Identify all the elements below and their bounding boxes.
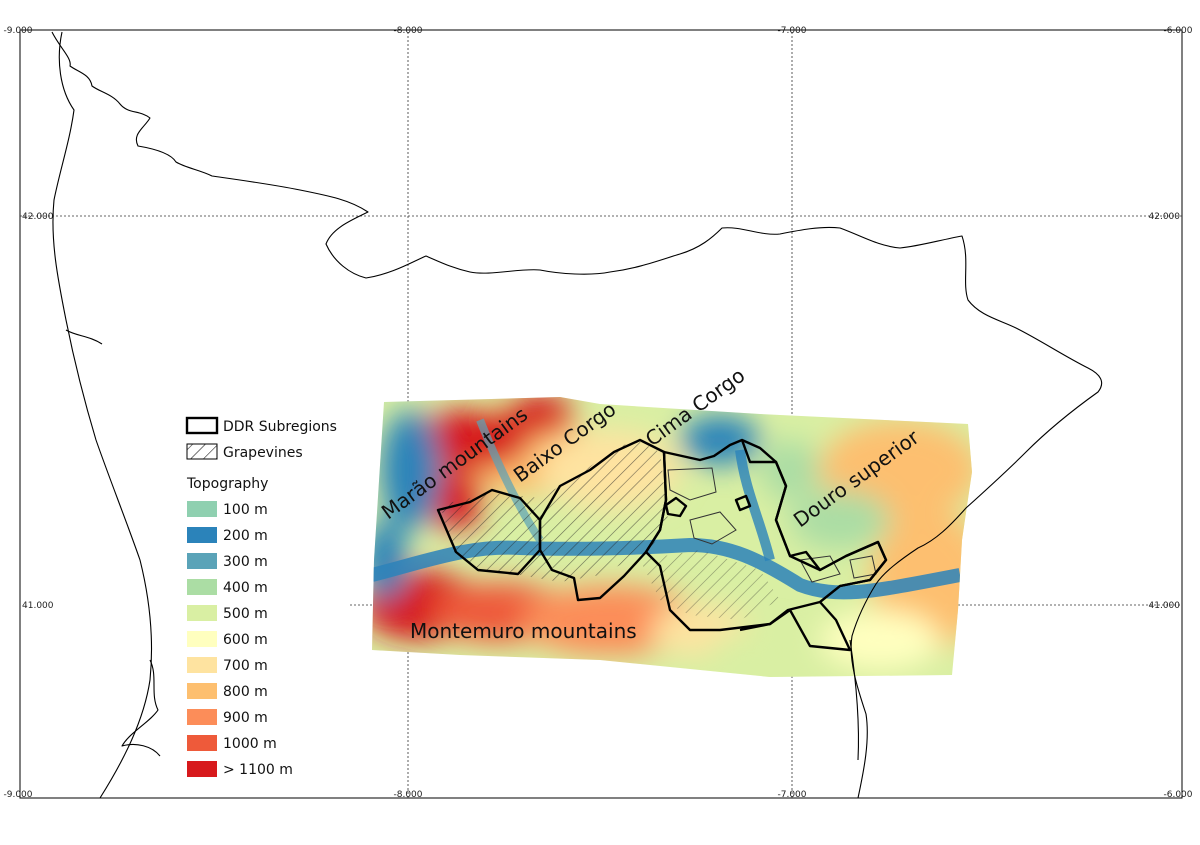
legend-topography-title: Topography xyxy=(186,476,268,492)
legend-class-swatch xyxy=(187,501,217,517)
legend-subregions-swatch xyxy=(185,416,219,435)
legend-class-label: 300 m xyxy=(223,554,268,570)
legend-class-label: 1000 m xyxy=(223,736,277,752)
subregion-inner-loop xyxy=(664,496,688,518)
legend-grapevines-swatch xyxy=(186,443,218,460)
legend-subregions-label: DDR Subregions xyxy=(223,419,337,435)
estuary-north xyxy=(65,329,103,345)
legend-class-label: 900 m xyxy=(223,710,268,726)
tick-bottom-4: -6.000 xyxy=(1163,790,1192,800)
map-legend: DDR Subregions Grapevines Topography 100… xyxy=(185,416,337,778)
tick-top-2: -8.000 xyxy=(393,26,422,36)
legend-class-label: 600 m xyxy=(223,632,268,648)
legend-class-label: 800 m xyxy=(223,684,268,700)
legend-class-swatch xyxy=(187,579,217,595)
coastline-west xyxy=(52,31,153,799)
river-south xyxy=(849,639,860,761)
legend-class-swatch xyxy=(187,761,217,777)
subregion-douro-superior xyxy=(739,438,888,652)
legend-class-label: 100 m xyxy=(223,502,268,518)
legend-grapevines-label: Grapevines xyxy=(223,445,303,461)
label-montemuro-mountains: Montemuro mountains xyxy=(410,619,637,643)
legend-class-swatch xyxy=(187,735,217,751)
legend-class-label: 500 m xyxy=(223,606,268,622)
legend-class-label: 400 m xyxy=(223,580,268,596)
tick-left-2: 41.000 xyxy=(22,601,54,611)
tick-top-4: -6.000 xyxy=(1163,26,1192,36)
legend-topography-classes: 100 m 200 m 300 m 400 m 500 m 600 m 700 m 800 m… xyxy=(187,501,293,778)
tick-top-1: -9.000 xyxy=(3,26,32,36)
map-border xyxy=(19,29,1183,799)
subregion-inner-loop-2 xyxy=(734,494,752,512)
tick-left-1: 42.000 xyxy=(22,212,54,222)
legend-class-label: 200 m xyxy=(223,528,268,544)
tick-right-1: 42.000 xyxy=(1149,212,1181,222)
coastline xyxy=(51,31,1103,799)
tick-bottom-3: -7.000 xyxy=(777,790,806,800)
legend-class-swatch xyxy=(187,553,217,569)
legend-class-swatch xyxy=(187,709,217,725)
tick-right-2: 41.000 xyxy=(1149,601,1181,611)
legend-class-swatch xyxy=(187,605,217,621)
tick-top-3: -7.000 xyxy=(777,26,806,36)
legend-class-label: 700 m xyxy=(223,658,268,674)
legend-class-swatch xyxy=(187,657,217,673)
legend-class-swatch xyxy=(187,527,217,543)
tick-bottom-2: -8.000 xyxy=(393,790,422,800)
legend-class-label: > 1100 m xyxy=(223,762,293,778)
estuary-aveiro xyxy=(121,659,161,757)
tick-bottom-1: -9.000 xyxy=(3,790,32,800)
legend-class-swatch xyxy=(187,683,217,699)
legend-class-swatch xyxy=(187,631,217,647)
